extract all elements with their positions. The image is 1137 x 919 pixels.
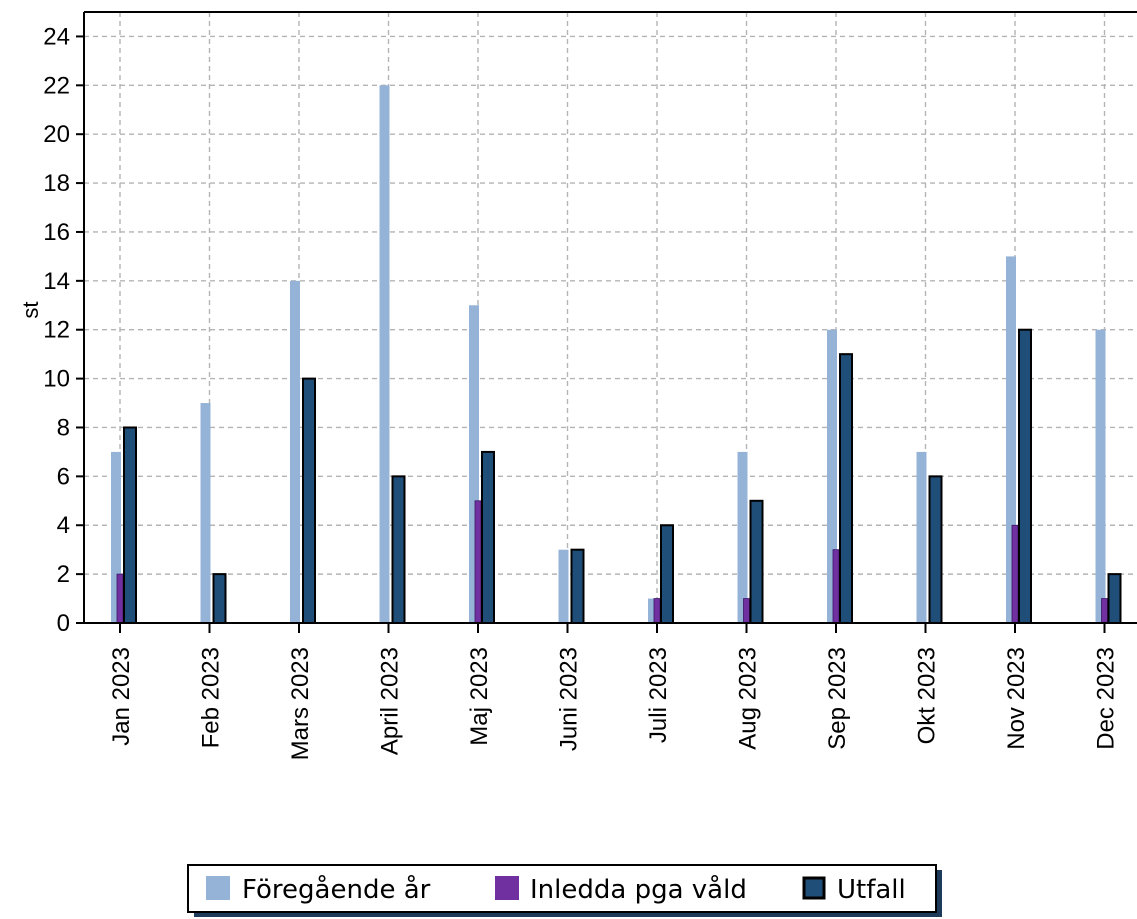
x-tick-label: Okt 2023 <box>914 647 941 744</box>
bar-utfall <box>928 475 943 624</box>
bar-foregaende-ar <box>737 451 748 623</box>
bar-inledda-pga-vald <box>1101 598 1108 624</box>
bar-foregaende-ar <box>1095 329 1106 623</box>
legend: Föregående år Inledda pga våld Utfall <box>187 864 942 917</box>
bar-inledda-pga-vald <box>743 598 750 624</box>
gridlines <box>84 12 1137 623</box>
bar-inledda-pga-vald <box>474 500 482 624</box>
y-tick-label: 6 <box>57 463 70 490</box>
x-tick-label: Aug 2023 <box>735 647 762 750</box>
y-tick-label: 24 <box>43 23 70 50</box>
bar-foregaende-ar <box>558 549 569 623</box>
x-tick-label: Dec 2023 <box>1093 647 1120 750</box>
y-tick-label: 4 <box>57 512 70 539</box>
bar-foregaende-ar <box>916 451 927 623</box>
x-tick-label: Nov 2023 <box>1003 647 1030 750</box>
bar-utfall <box>212 573 227 624</box>
bar-foregaende-ar <box>1006 256 1016 623</box>
bar-foregaende-ar <box>827 329 837 623</box>
bar-inledda-pga-vald <box>116 573 124 624</box>
x-tick-label: April 2023 <box>377 647 404 755</box>
y-axis-label: st <box>18 301 43 318</box>
x-tick-label: Mars 2023 <box>287 647 314 760</box>
y-tick-label: 14 <box>43 268 70 295</box>
bar-utfall <box>1107 573 1122 624</box>
axes <box>76 11 1137 633</box>
y-tick-label: 16 <box>43 219 70 246</box>
y-tick-label: 10 <box>43 366 70 393</box>
bar-foregaende-ar <box>379 85 390 623</box>
y-tick-label: 20 <box>43 121 70 148</box>
bar-utfall <box>1018 328 1032 624</box>
y-tick-label: 18 <box>43 170 70 197</box>
bar-foregaende-ar <box>290 280 300 623</box>
x-tick-label: Jan 2023 <box>108 647 135 746</box>
bar-inledda-pga-vald <box>653 598 661 624</box>
y-tick-label: 22 <box>43 72 70 99</box>
x-tick-label: Sep 2023 <box>824 647 851 750</box>
y-tick-label: 8 <box>57 414 70 441</box>
legend-label: Föregående år <box>242 874 431 905</box>
x-tick-labels: Jan 2023 Feb 2023 Mars 2023 April 2023 Maj 2… <box>108 647 1120 760</box>
bar-foregaende-ar <box>111 451 121 623</box>
bar-utfall <box>749 499 764 624</box>
bars <box>111 85 1122 625</box>
bar-inledda-pga-vald <box>1011 524 1019 624</box>
legend-label: Utfall <box>837 875 906 905</box>
bar-foregaende-ar <box>648 598 658 623</box>
bar-inledda-pga-vald <box>832 549 840 624</box>
bar-foregaende-ar <box>469 305 479 623</box>
legend-swatch-foregaende-ar <box>206 876 230 900</box>
x-tick-label: Juni 2023 <box>556 647 583 751</box>
bar-utfall <box>302 377 316 624</box>
y-tick-label: 2 <box>57 561 70 588</box>
x-tick-label: Juli 2023 <box>645 647 672 743</box>
bar-utfall <box>570 548 585 624</box>
bar-utfall <box>839 353 853 624</box>
bar-utfall <box>481 450 495 625</box>
y-tick-label: 0 <box>57 610 70 637</box>
y-tick-label: 12 <box>43 317 70 344</box>
bar-foregaende-ar <box>200 403 211 623</box>
bar-utfall <box>123 426 137 625</box>
legend-swatch-inledda-pga-vald <box>495 876 519 900</box>
bar-utfall <box>391 475 406 624</box>
x-tick-label: Maj 2023 <box>466 647 493 746</box>
x-tick-label: Feb 2023 <box>198 647 225 748</box>
bar-utfall <box>660 524 674 624</box>
legend-label: Inledda pga våld <box>530 874 747 905</box>
legend-swatch-utfall <box>802 876 826 900</box>
